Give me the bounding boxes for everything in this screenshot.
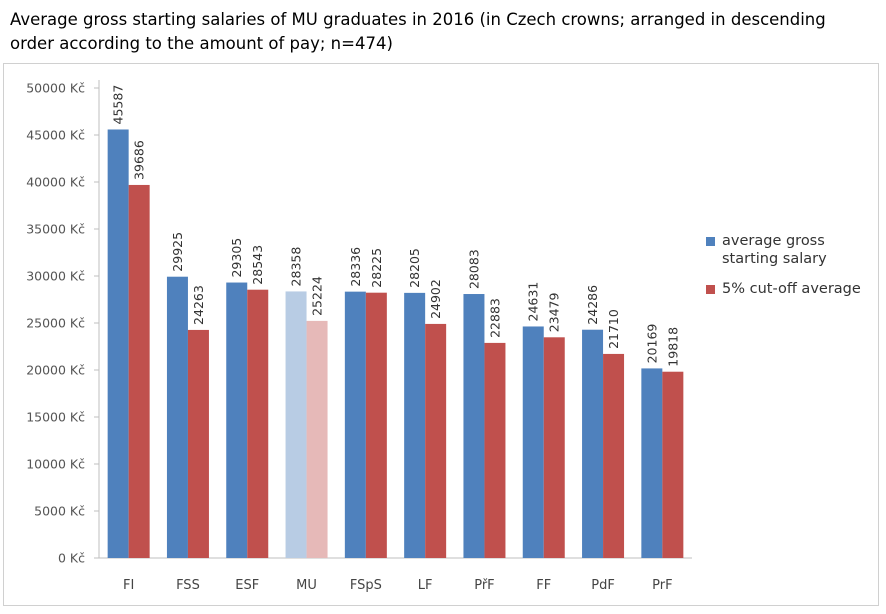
x-tick-label: PrF [652,578,672,593]
y-tick-label: 30000 Kč [26,269,85,284]
data-label: 39686 [132,140,147,180]
y-tick-label: 50000 Kč [26,81,85,96]
data-label: 24902 [428,279,443,319]
bar-cutoff-average-prf [662,371,684,558]
y-tick-label: 40000 Kč [26,175,85,190]
x-tick-label: FF [536,578,551,593]
chart-title: Average gross starting salaries of MU gr… [10,10,826,53]
data-label: 24286 [585,285,600,325]
data-label: 24263 [191,285,206,325]
bar-average-gross-lf [404,292,426,558]
data-label: 21710 [606,309,621,349]
data-label: 28225 [369,248,384,288]
x-tick-label: PřF [474,578,494,593]
legend-label: 5% cut-off average [722,281,861,297]
y-tick-label: 20000 Kč [26,363,85,378]
legend-label: average gross starting salary [722,233,827,267]
data-label: 28336 [348,247,363,287]
bar-cutoff-average-pdf [603,353,625,558]
bar-average-gross-přf [463,294,485,558]
data-label: 22883 [487,298,502,338]
legend-item-average-gross: average gross starting salary [706,232,866,268]
x-tick-label: FSS [176,578,200,593]
x-tick-label: MU [296,578,317,593]
y-tick-label: 15000 Kč [26,410,85,425]
bar-average-gross-esf [226,282,248,558]
bar-cutoff-average-fss [187,329,209,558]
y-tick-label: 45000 Kč [26,128,85,143]
data-label: 20169 [644,324,659,364]
x-tick-label: FI [123,578,134,593]
chart-area [3,63,879,606]
y-tick-label: 25000 Kč [26,316,85,331]
x-tick-label: ESF [235,578,259,593]
legend-item-cutoff-average: 5% cut-off average [706,280,866,298]
bar-cutoff-average-esf [247,289,269,558]
bar-cutoff-average-fsps [365,292,387,558]
legend-swatch-red [706,285,715,294]
y-tick-label: 10000 Kč [26,457,85,472]
x-tick-label: LF [418,578,433,593]
y-tick-label: 5000 Kč [34,504,85,519]
bar-cutoff-average-lf [425,323,447,558]
bar-average-gross-pdf [582,329,604,558]
legend: average gross starting salary 5% cut-off… [706,232,866,310]
bar-average-gross-fsps [344,291,366,558]
bar-average-gross-fi [107,129,129,559]
x-tick-label: FSpS [350,578,382,593]
bar-cutoff-average-ff [543,337,565,558]
data-label: 28205 [407,248,422,288]
bar-average-gross-fss [166,276,188,558]
data-label: 29925 [170,232,185,272]
data-label: 25224 [310,276,325,316]
y-tick-label: 35000 Kč [26,222,85,237]
bar-average-gross-prf [641,368,663,558]
legend-swatch-blue [706,237,715,246]
data-label: 19818 [665,327,680,367]
data-label: 24631 [526,282,541,322]
bar-cutoff-average-mu [306,320,328,558]
bar-cutoff-average-přf [484,342,506,558]
data-label: 45587 [111,85,126,125]
data-label: 28083 [466,249,481,289]
data-label: 23479 [547,292,562,332]
data-label: 28358 [289,247,304,287]
bar-average-gross-mu [285,291,307,558]
data-label: 28543 [250,245,265,285]
bar-average-gross-ff [522,326,544,558]
y-tick-label: 0 Kč [58,551,85,566]
data-label: 29305 [229,238,244,278]
x-tick-label: PdF [591,578,615,593]
bar-cutoff-average-fi [128,184,150,558]
